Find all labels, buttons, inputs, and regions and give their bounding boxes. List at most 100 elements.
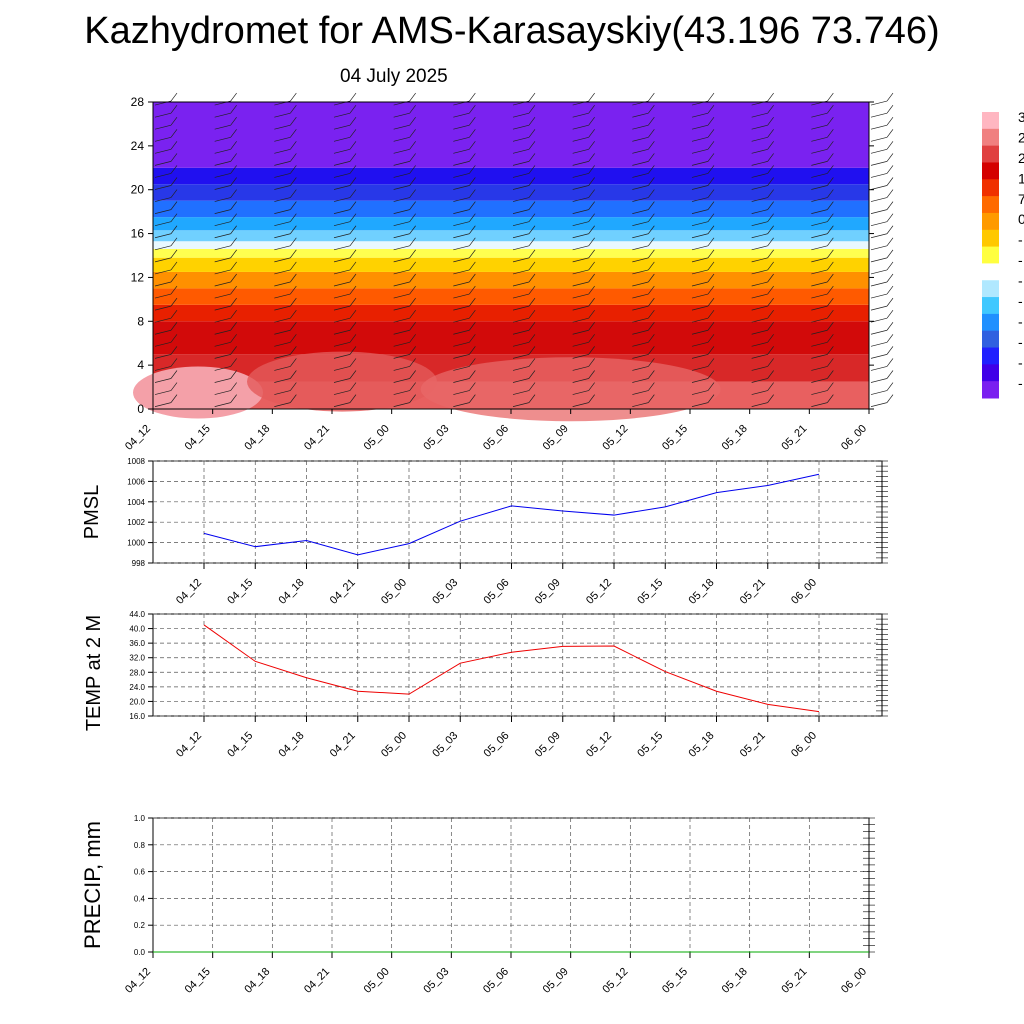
wind-barb	[751, 177, 774, 190]
wind-barb	[572, 322, 595, 335]
wind-barb	[154, 358, 178, 371]
wind-barb	[811, 394, 834, 407]
wind-barb	[870, 201, 894, 214]
wind-barb	[274, 225, 297, 239]
wind-barb	[154, 141, 178, 154]
wind-barb	[691, 165, 715, 178]
wind-barb	[870, 129, 894, 142]
colorbar-swatch	[982, 263, 999, 281]
wind-barb	[274, 309, 297, 323]
wind-barb	[691, 334, 715, 347]
y-tick-label: 0.2	[134, 921, 146, 930]
y-tick-label: 28	[131, 95, 145, 109]
wind-barb	[572, 129, 595, 142]
wind-barb	[214, 273, 237, 287]
wind-barb	[214, 225, 237, 239]
colorbar-label: -	[1018, 273, 1023, 289]
wind-barb	[691, 117, 715, 130]
wind-barb	[632, 261, 655, 275]
wind-barb	[632, 177, 655, 190]
x-tick-label: 05_12	[600, 423, 630, 453]
y-tick-label: 20	[131, 183, 145, 197]
wind-barb	[274, 165, 297, 178]
wind-barb	[333, 297, 357, 311]
x-tick-label: 04_18	[242, 423, 272, 453]
y-tick-label: 32.0	[129, 654, 145, 663]
wind-barb	[333, 201, 357, 214]
x-tick-label: 06_00	[839, 423, 869, 453]
x-tick-label: 05_21	[738, 577, 768, 607]
wind-barb	[870, 370, 894, 383]
wind-barb	[572, 213, 595, 227]
wind-barb	[811, 322, 834, 335]
wind-barb	[870, 104, 894, 118]
wind-barb	[512, 104, 536, 118]
wind-barb	[333, 261, 357, 275]
wind-barb	[811, 334, 834, 347]
x-tick-label: 06_00	[789, 577, 819, 607]
wind-barb	[453, 104, 476, 118]
wind-barb	[214, 309, 237, 323]
x-tick-label: 05_09	[541, 423, 571, 453]
x-tick-label: 05_21	[779, 423, 809, 453]
wind-barb	[154, 104, 178, 118]
wind-barb	[274, 261, 297, 275]
wind-barb	[154, 346, 178, 359]
x-tick-label: 05_00	[362, 966, 392, 996]
temp-panel: 16.0 20.0 24.0 28.0 32.0 36.0 40.0 44.0 04_12 04_…	[83, 610, 888, 760]
wind-barb	[214, 322, 237, 335]
heatmap-panel: 0 4 8 12 16 20 24 28 04_12 04_15 04_18 04_21 05_00 05…	[123, 92, 894, 453]
wind-barb	[393, 129, 416, 142]
wind-barb	[811, 273, 834, 287]
wind-barb	[691, 309, 715, 323]
y-tick-label: 0.8	[134, 841, 146, 850]
heatmap-band	[153, 217, 869, 231]
wind-barb	[393, 297, 416, 311]
y-tick-label: 1.0	[134, 814, 146, 823]
colorbar-label: 1	[1018, 170, 1024, 186]
wind-barb	[453, 285, 476, 299]
wind-barb	[751, 141, 774, 154]
wind-barb	[751, 309, 774, 323]
wind-barb	[453, 334, 476, 347]
y-tick-label: 28.0	[129, 668, 145, 677]
wind-barb	[691, 104, 715, 118]
wind-barb	[572, 189, 595, 202]
wind-barb	[751, 213, 774, 227]
wind-barb	[453, 129, 476, 142]
wind-barb	[453, 225, 476, 239]
x-tick-label: 05_09	[533, 730, 563, 760]
wind-barb	[811, 261, 834, 275]
wind-barb	[393, 153, 416, 166]
y-tick-label: 1008	[127, 457, 145, 466]
wind-barb	[453, 189, 476, 202]
wind-barb	[333, 346, 357, 359]
wind-barb	[453, 322, 476, 335]
x-tick-label: 05_18	[687, 730, 717, 760]
wind-barb	[751, 165, 774, 178]
colorbar-swatch	[982, 280, 999, 298]
x-tick-label: 05_12	[584, 577, 614, 607]
wind-barb	[154, 129, 178, 142]
wind-barb	[870, 189, 894, 202]
wind-barb	[811, 225, 834, 239]
wind-barb	[274, 104, 297, 118]
wind-barb	[691, 285, 715, 299]
wind-barb	[512, 285, 536, 299]
wind-barb	[811, 249, 834, 263]
wind-barb	[870, 394, 894, 407]
wind-barb	[274, 394, 297, 407]
x-tick-label: 04_21	[328, 730, 358, 760]
wind-barb	[274, 117, 297, 130]
wind-barb	[572, 177, 595, 190]
wind-barb	[691, 201, 715, 214]
y-tick-label: 0	[137, 402, 144, 416]
wind-barb	[333, 141, 357, 154]
wind-barb	[393, 370, 416, 383]
wind-barb	[632, 104, 655, 118]
wind-barb	[870, 297, 894, 311]
colorbar-swatch	[982, 246, 999, 264]
wind-barb	[811, 382, 834, 395]
wind-barb	[333, 177, 357, 190]
wind-barb	[333, 213, 357, 227]
